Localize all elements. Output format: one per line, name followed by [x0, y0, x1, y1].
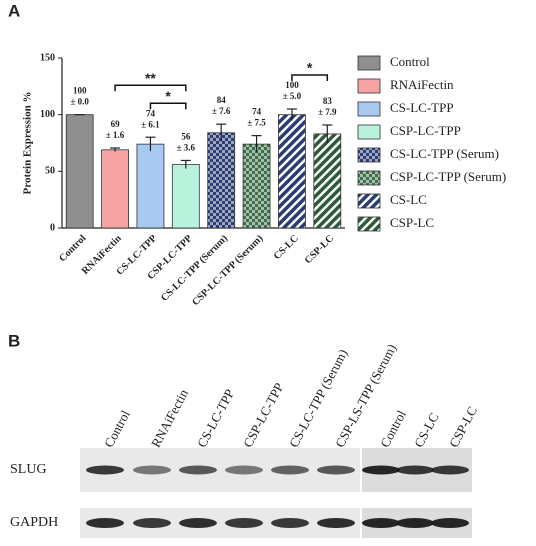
error-label: ± 7.5	[247, 118, 266, 128]
legend-swatch	[357, 124, 381, 140]
blot-band	[225, 518, 263, 528]
bar	[207, 132, 236, 229]
blot-band	[396, 518, 434, 528]
legend-swatch	[357, 216, 381, 232]
blot-band	[133, 518, 171, 528]
blot-band	[317, 518, 355, 528]
bar	[136, 143, 165, 229]
error-label: ± 5.0	[283, 91, 302, 101]
blot-band	[362, 465, 400, 475]
significance-label: *	[165, 88, 171, 104]
legend-swatch	[357, 147, 381, 163]
y-tick-label: 50	[45, 166, 55, 177]
lane-label: CS-LC-TPP	[194, 387, 237, 450]
blot-strip	[80, 508, 360, 538]
legend-label: CSP-LC-TPP	[390, 123, 461, 138]
value-label: 100	[73, 86, 87, 96]
legend-label: CSP-LC	[390, 215, 434, 230]
legend-label: CS-LC-TPP (Serum)	[390, 146, 499, 161]
blot-strip	[80, 448, 360, 492]
legend-swatch	[357, 101, 381, 117]
row-label: SLUG	[10, 462, 47, 477]
lane-label: Control	[377, 407, 409, 449]
blot-band	[431, 518, 469, 528]
significance-bracket	[291, 74, 329, 81]
legend-label: CSP-LC-TPP (Serum)	[390, 169, 506, 184]
lane-label: RNAiFectin	[148, 386, 191, 450]
y-tick-label: 0	[50, 222, 55, 233]
bar	[101, 149, 129, 229]
value-label: 74	[252, 107, 262, 117]
y-tick-label: 100	[40, 109, 55, 120]
significance-bracket	[149, 102, 187, 110]
error-label: ± 0.0	[70, 97, 89, 107]
x-tick-label: CSP-LC-TPP (Serum)	[190, 233, 265, 308]
legend-label: CS-LC	[390, 192, 427, 207]
blot-band	[133, 465, 171, 475]
row-label: GAPDH	[10, 515, 58, 530]
blot-band	[271, 465, 309, 475]
value-label: 83	[323, 96, 333, 106]
blot-band	[179, 518, 217, 528]
bar	[278, 114, 306, 229]
y-axis-label: Protein Expression %	[22, 92, 34, 195]
value-label: 84	[217, 95, 227, 105]
legend-swatch	[357, 55, 381, 71]
blot-band	[86, 518, 124, 528]
significance-bracket	[114, 84, 187, 92]
blot-band	[225, 465, 263, 475]
value-label: 69	[111, 119, 121, 129]
lane-label: CS-LC	[411, 410, 442, 450]
blot-band	[317, 465, 355, 475]
legend-swatch	[357, 193, 381, 209]
panel-label: A	[8, 1, 20, 20]
x-tick-label: CSP-LC	[303, 233, 336, 266]
legend-swatch	[357, 170, 381, 186]
bar	[65, 114, 94, 229]
error-label: ± 6.1	[141, 119, 160, 129]
error-label: ± 3.6	[177, 143, 196, 153]
y-tick-label: 150	[40, 52, 55, 63]
value-label: 100	[285, 80, 299, 90]
value-label: 56	[181, 132, 191, 142]
bar	[313, 133, 342, 229]
legend-label: CS-LC-TPP	[390, 100, 454, 115]
legend-label: RNAiFectin	[390, 77, 454, 92]
blot-band	[362, 518, 400, 528]
bar	[171, 164, 200, 229]
panel-label: B	[8, 331, 20, 350]
error-label: ± 7.9	[318, 107, 337, 117]
blot-band	[179, 465, 217, 475]
blot-band	[431, 465, 469, 475]
x-tick-label: CS-LC	[272, 233, 301, 262]
value-label: 74	[146, 108, 156, 118]
lane-label: CSP-LC	[446, 404, 480, 450]
significance-label: **	[145, 70, 156, 86]
error-label: ± 7.6	[212, 106, 231, 116]
significance-label: *	[307, 60, 313, 76]
x-tick-label: Control	[57, 233, 88, 264]
legend-label: Control	[390, 54, 430, 69]
bar	[242, 143, 271, 229]
blot-band	[86, 465, 124, 475]
lane-label: CSP-LC-TPP	[240, 380, 286, 450]
error-label: ± 1.6	[106, 130, 125, 140]
blot-band	[271, 518, 309, 528]
lane-label: Control	[101, 407, 133, 449]
x-tick-label: CS-LC-TPP (Serum)	[159, 233, 230, 304]
legend-swatch	[357, 78, 381, 94]
blot-band	[396, 465, 434, 475]
